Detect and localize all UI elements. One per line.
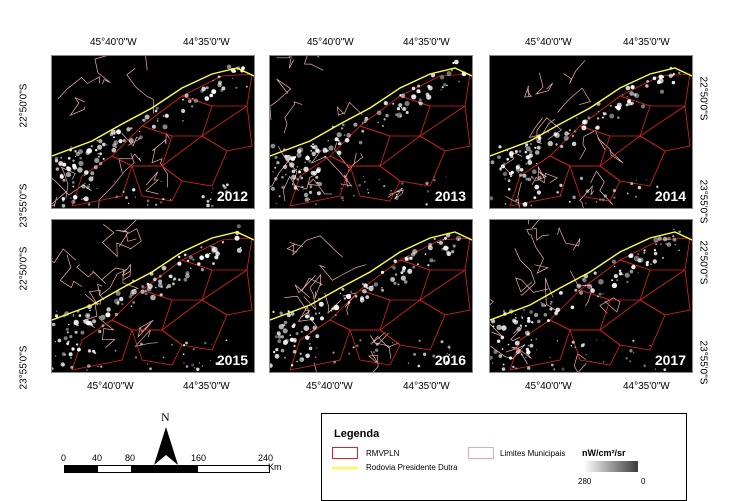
legend-municipal: Limites Municipais — [500, 449, 566, 458]
night-lights — [490, 66, 681, 207]
top-lon-label-6: 44°35'0"W — [623, 37, 670, 48]
scale-label-40: 40 — [92, 453, 103, 463]
municipal-swatch — [468, 447, 494, 459]
right-lat-label-1: 22°50'0"S — [697, 76, 709, 121]
top-lon-label-5: 45°40'0"W — [525, 37, 572, 48]
region-boundaries — [289, 73, 471, 207]
municipal-boundaries — [52, 220, 158, 349]
legend-highway: Rodovia Presidente Dutra — [366, 463, 458, 472]
right-lat-label-2: 23°55'0"S — [697, 179, 709, 224]
ramp-title: nW/cm²/sr — [582, 448, 626, 458]
year-label: 2016 — [434, 352, 466, 368]
legend-title: Legenda — [334, 428, 380, 440]
region-boundaries — [509, 237, 691, 371]
night-lights-map — [270, 231, 472, 372]
north-arrow-icon — [154, 427, 178, 465]
night-lights-map — [52, 220, 254, 371]
highway-line — [490, 231, 692, 321]
left-lat-label-4: 23°55'0"S — [18, 345, 30, 390]
night-lights — [54, 64, 248, 208]
highway-line — [270, 67, 472, 157]
night-lights — [270, 59, 467, 206]
legend-rmvpln: RMVPLN — [366, 449, 400, 458]
bottom-lon-label-2: 44°35'0"W — [183, 381, 230, 392]
night-lights — [270, 232, 462, 369]
rmvpln-swatch — [332, 447, 358, 459]
map-panel-2012: 2012 — [51, 55, 255, 209]
municipal-boundaries — [490, 220, 621, 372]
right-lat-label-3: 22°50'0"S — [697, 240, 709, 285]
night-lights-map — [490, 220, 692, 372]
highway-line — [52, 231, 254, 321]
year-label: 2013 — [434, 188, 466, 204]
night-lights-map — [52, 56, 254, 208]
legend: Legenda RMVPLN Rodovia Presidente Dutra … — [321, 413, 687, 501]
ramp-min-label: 0 — [641, 477, 646, 486]
region-boundaries — [71, 237, 253, 371]
year-label: 2014 — [654, 188, 686, 204]
highway-line — [270, 231, 472, 321]
map-panel-2014: 2014 — [489, 55, 693, 209]
region-boundaries — [509, 73, 691, 207]
night-lights-map — [490, 60, 692, 208]
scale-label-0: 0 — [61, 453, 67, 463]
highway-line — [52, 67, 254, 157]
municipal-boundaries — [52, 56, 170, 208]
top-lon-label-2: 44°35'0"W — [183, 37, 230, 48]
highway-line — [490, 67, 692, 157]
year-label: 2015 — [216, 352, 248, 368]
map-panel-2013: 2013 — [269, 55, 473, 209]
scale-bar — [64, 465, 270, 473]
radiance-ramp — [584, 461, 638, 472]
map-panel-2015: 2015 — [51, 219, 255, 373]
scale-label-160: 160 — [191, 453, 207, 463]
top-lon-label-1: 45°40'0"W — [90, 37, 137, 48]
night-lights-map — [270, 56, 472, 207]
left-lat-label-2: 23°55'0"S — [18, 183, 30, 228]
municipal-boundaries — [270, 56, 404, 202]
scale-unit: Km — [268, 462, 282, 472]
bottom-lon-label-5: 45°40'0"W — [525, 381, 572, 392]
top-lon-label-3: 45°40'0"W — [307, 37, 354, 48]
year-label: 2017 — [654, 352, 686, 368]
map-panel-2016: 2016 — [269, 219, 473, 373]
municipal-boundaries — [284, 235, 400, 372]
night-lights — [52, 224, 242, 371]
night-lights — [490, 228, 681, 371]
year-label: 2012 — [216, 188, 248, 204]
scale-label-80: 80 — [125, 453, 136, 463]
bottom-lon-label-6: 44°35'0"W — [623, 381, 670, 392]
right-lat-label-4: 23°55'0"S — [697, 340, 709, 385]
bottom-lon-label-3: 45°40'0"W — [306, 381, 353, 392]
scale-label-240: 240 — [258, 453, 274, 463]
top-lon-label-4: 44°35'0"W — [403, 37, 450, 48]
left-lat-label-1: 22°50'0"S — [18, 83, 30, 128]
map-panel-2017: 2017 — [489, 219, 693, 373]
ramp-max-label: 280 — [578, 477, 592, 486]
left-lat-label-3: 22°50'0"S — [18, 246, 30, 291]
north-arrow-label: N — [161, 410, 170, 424]
highway-swatch — [332, 467, 358, 469]
bottom-lon-label-1: 45°40'0"W — [87, 381, 134, 392]
region-boundaries — [71, 73, 253, 207]
region-boundaries — [289, 237, 471, 371]
bottom-lon-label-4: 44°35'0"W — [403, 381, 450, 392]
